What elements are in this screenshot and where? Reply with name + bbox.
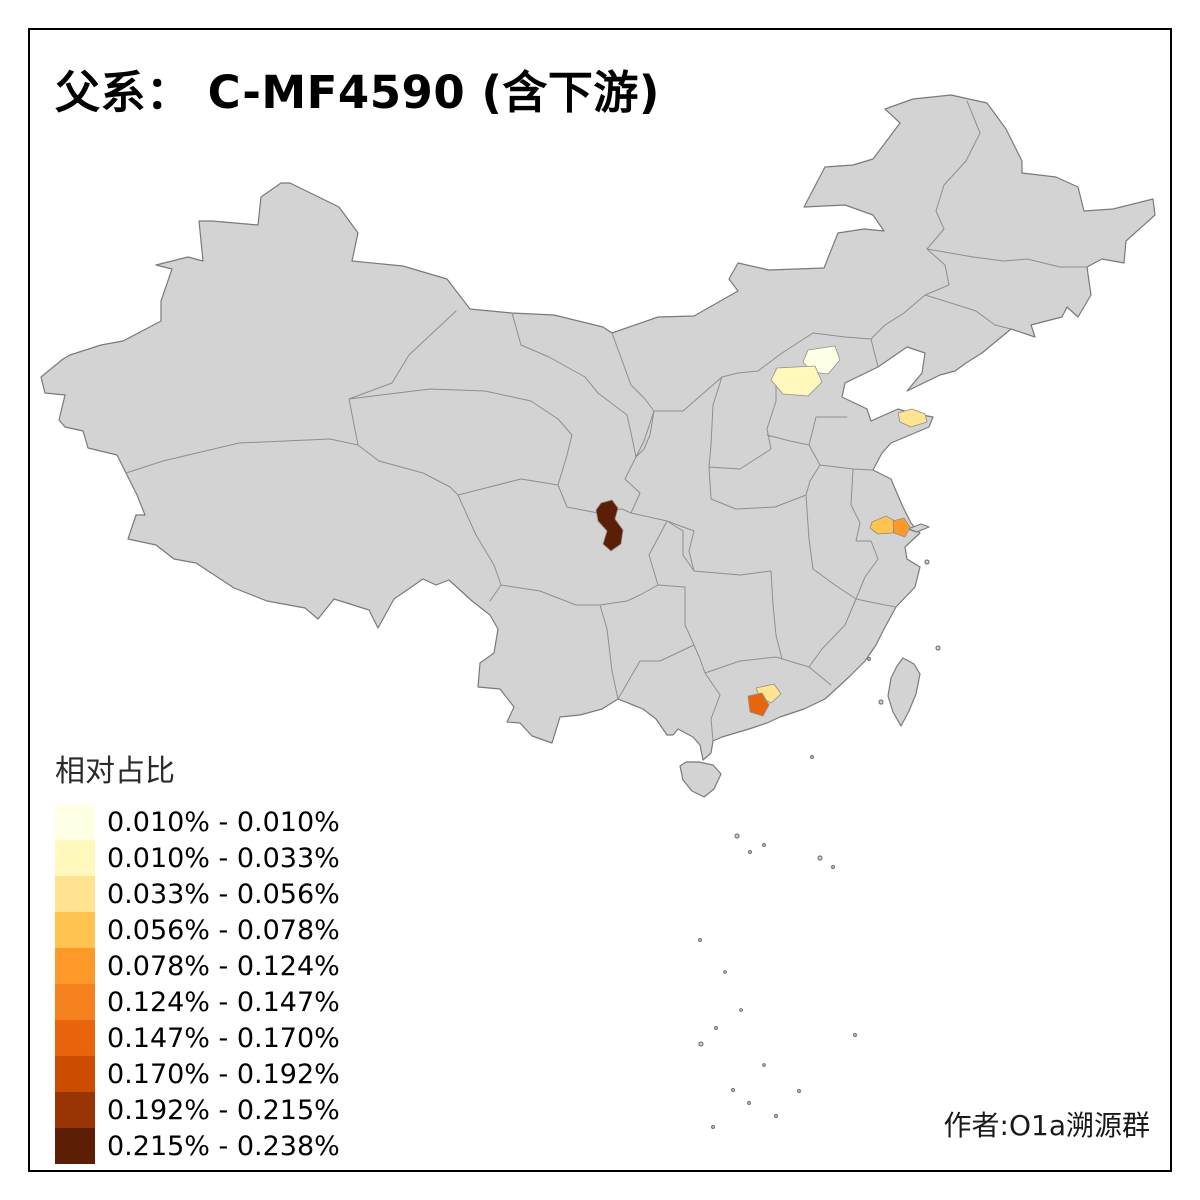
- legend-color-swatch: [55, 840, 95, 876]
- china-mainland: [40, 94, 1156, 761]
- figure-title: 父系： C-MF4590 (含下游): [55, 66, 660, 119]
- legend-range-label: 0.010% - 0.033%: [107, 842, 340, 874]
- legend-item: 0.215% - 0.238%: [55, 1128, 340, 1164]
- legend-color-swatch: [55, 984, 95, 1020]
- legend-range-label: 0.192% - 0.215%: [107, 1094, 340, 1126]
- taiwan-island: [887, 657, 921, 727]
- legend-color-swatch: [55, 876, 95, 912]
- attribution: 作者:O1a溯源群: [943, 1109, 1150, 1142]
- legend-item: 0.033% - 0.056%: [55, 876, 340, 912]
- legend-item: 0.056% - 0.078%: [55, 912, 340, 948]
- legend-item: 0.170% - 0.192%: [55, 1056, 340, 1092]
- hainan-island: [679, 761, 722, 798]
- legend-color-swatch: [55, 912, 95, 948]
- legend-color-swatch: [55, 804, 95, 840]
- legend-title: 相对占比: [55, 754, 175, 789]
- chongming-island: [907, 523, 930, 533]
- highlight-region-jiangsu-east: [892, 517, 911, 538]
- legend-color-swatch: [55, 1020, 95, 1056]
- highlighted-regions: [595, 345, 928, 717]
- legend-color-swatch: [55, 1128, 95, 1164]
- legend-range-label: 0.215% - 0.238%: [107, 1130, 340, 1162]
- legend-item: 0.147% - 0.170%: [55, 1020, 340, 1056]
- legend-color-swatch: [55, 948, 95, 984]
- legend-item: 0.124% - 0.147%: [55, 984, 340, 1020]
- legend-range-label: 0.056% - 0.078%: [107, 914, 340, 946]
- legend-item: 0.078% - 0.124%: [55, 948, 340, 984]
- highlight-region-jiangsu-west: [869, 515, 896, 535]
- legend-range-label: 0.170% - 0.192%: [107, 1058, 340, 1090]
- legend-range-label: 0.147% - 0.170%: [107, 1022, 340, 1054]
- legend-item: 0.192% - 0.215%: [55, 1092, 340, 1128]
- province-borders: [125, 100, 1088, 742]
- legend-range-label: 0.033% - 0.056%: [107, 878, 340, 910]
- legend-color-swatch: [55, 1056, 95, 1092]
- south-china-sea-islands: [697, 559, 941, 1130]
- highlight-region-guangdong-core: [747, 692, 770, 717]
- highlight-region-hebei-area: [770, 365, 823, 397]
- legend-range-label: 0.078% - 0.124%: [107, 950, 340, 982]
- highlight-region-shandong-peninsula: [897, 408, 928, 428]
- highlight-region-sichuan-dark: [595, 499, 624, 552]
- legend: 相对占比 0.010% - 0.010% 0.010% - 0.033% 0.033…: [55, 746, 340, 1164]
- legend-range-label: 0.010% - 0.010%: [107, 806, 340, 838]
- legend-color-swatch: [55, 1092, 95, 1128]
- legend-item: 0.010% - 0.010%: [55, 804, 340, 840]
- legend-item: 0.010% - 0.033%: [55, 840, 340, 876]
- legend-range-label: 0.124% - 0.147%: [107, 986, 340, 1018]
- legend-items: 0.010% - 0.010% 0.010% - 0.033% 0.033% - 0…: [55, 804, 340, 1164]
